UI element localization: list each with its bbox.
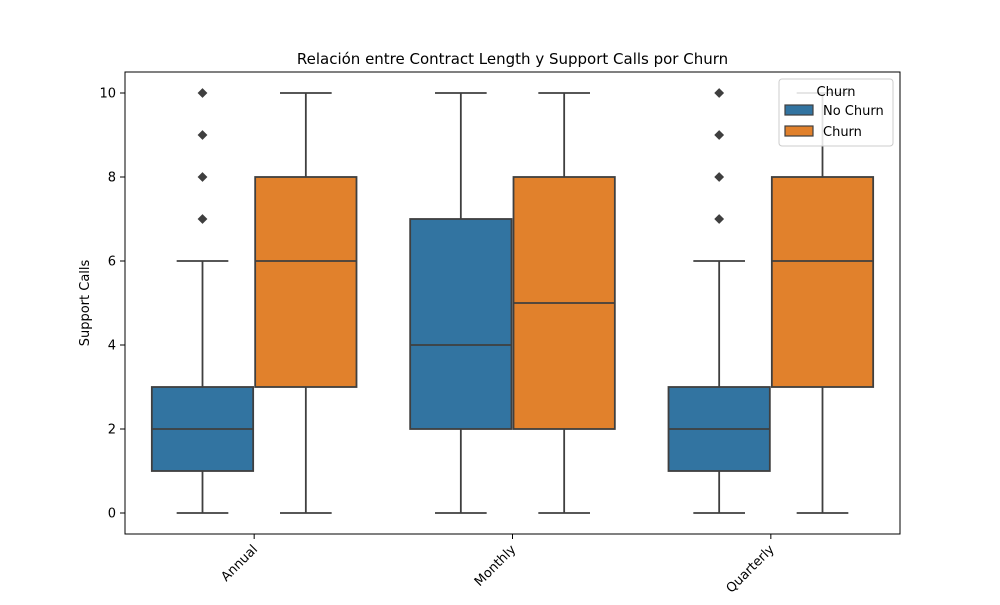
legend-swatch xyxy=(784,104,814,116)
legend-label: No Churn xyxy=(823,104,884,119)
chart-title: Relación entre Contract Length y Support… xyxy=(297,50,728,68)
y-tick-label: 4 xyxy=(108,339,116,354)
plot-area: 0 2 4 6 8 10 Annual Monthly Quarterly xyxy=(99,71,901,596)
outlier-point xyxy=(714,88,725,98)
y-axis-title: Support Calls xyxy=(78,259,93,346)
iqr-box xyxy=(770,176,875,388)
box-no-churn-quarterly xyxy=(667,88,771,514)
y-tick-label: 2 xyxy=(108,423,116,438)
iqr-box xyxy=(409,218,513,430)
x-tick-label: Monthly xyxy=(472,542,520,590)
legend-label: Churn xyxy=(823,125,862,140)
y-tick-label: 0 xyxy=(108,507,116,522)
box-no-churn-monthly xyxy=(409,92,513,514)
x-tick-label: Annual xyxy=(218,542,261,585)
legend-swatch xyxy=(784,125,814,137)
outlier-point xyxy=(197,130,208,140)
outlier-point xyxy=(197,214,208,224)
outlier-point xyxy=(197,88,208,98)
box-churn-quarterly xyxy=(770,92,875,514)
outlier-point xyxy=(197,172,208,182)
x-tick-label: Quarterly xyxy=(724,542,778,596)
y-tick-label: 6 xyxy=(108,255,116,270)
y-tick-label: 10 xyxy=(99,87,116,102)
outlier-point xyxy=(714,130,725,140)
outlier-point xyxy=(714,172,725,182)
legend: Churn No Churn Churn xyxy=(778,78,894,147)
box-churn-annual xyxy=(254,92,358,514)
box-no-churn-annual xyxy=(150,88,255,514)
legend-title: Churn xyxy=(817,85,856,100)
outlier-point xyxy=(714,214,725,224)
y-tick-label: 8 xyxy=(108,171,116,186)
box-churn-monthly xyxy=(512,92,616,514)
iqr-box xyxy=(254,176,358,388)
